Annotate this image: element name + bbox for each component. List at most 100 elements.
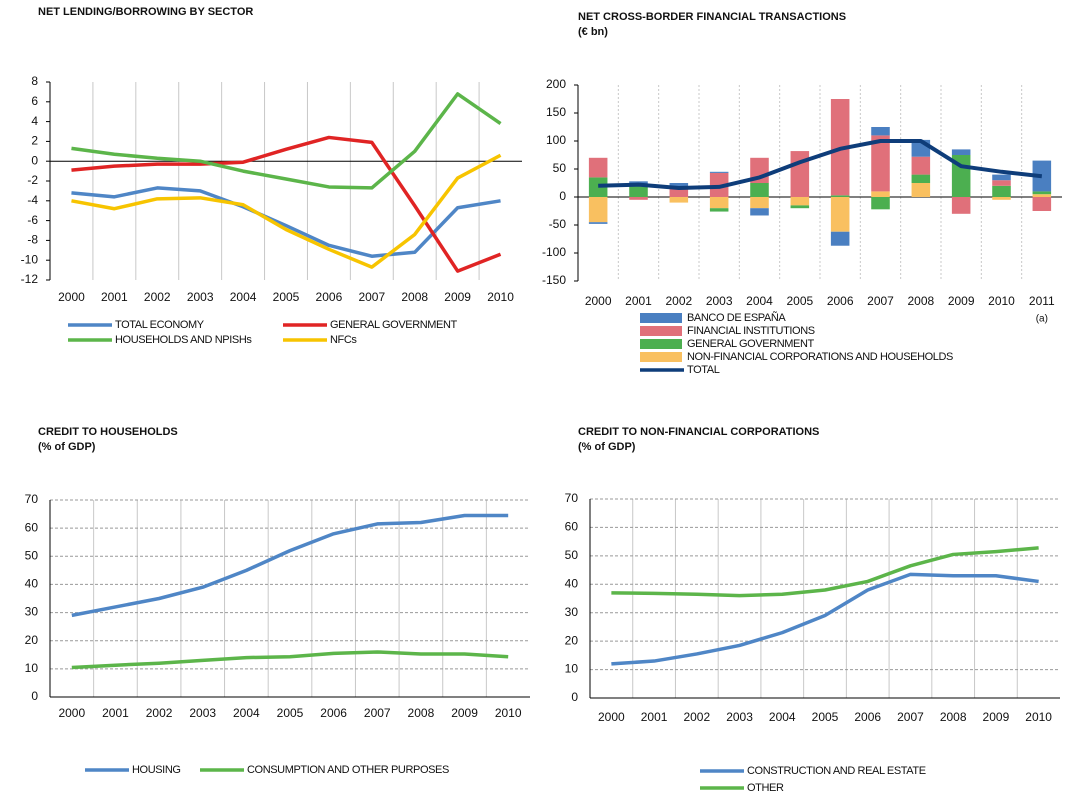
y-tick-label: 200 xyxy=(546,77,566,91)
series-line xyxy=(71,650,509,670)
x-tick-label: 2004 xyxy=(769,710,796,724)
bar-segment xyxy=(1032,191,1052,195)
y-tick-label: -12 xyxy=(21,272,39,286)
series-line xyxy=(611,572,1039,666)
bar-segment xyxy=(1032,194,1052,197)
y-tick-label: -100 xyxy=(542,245,566,259)
x-tick-label: 2008 xyxy=(940,710,967,724)
bar-segment xyxy=(911,183,931,197)
x-tick-label: 2009 xyxy=(444,290,471,304)
y-tick-label: 70 xyxy=(565,491,579,505)
series-line xyxy=(71,186,501,258)
x-tick-label: 2005 xyxy=(273,290,300,304)
x-tick-label: 2010 xyxy=(1025,710,1052,724)
x-tick-label: 2005 xyxy=(277,706,304,720)
x-tick-label: 2000 xyxy=(58,290,85,304)
y-tick-label: 50 xyxy=(565,548,579,562)
bar-segment xyxy=(669,183,689,189)
bar-segment xyxy=(830,195,850,197)
bar-segment xyxy=(588,197,608,223)
legend-label: NFCs xyxy=(330,334,357,346)
x-tick-label: 2005 xyxy=(786,294,813,308)
bar-segment xyxy=(709,197,729,209)
bar-segment xyxy=(951,197,971,214)
bar-segment xyxy=(992,180,1011,186)
legend-swatch xyxy=(640,313,682,323)
x-tick-label: 2009 xyxy=(451,706,478,720)
series-line xyxy=(71,92,502,190)
x-tick-label: 2000 xyxy=(58,706,85,720)
x-tick-label: 2004 xyxy=(230,290,257,304)
y-tick-label: 6 xyxy=(31,94,38,108)
x-tick-label: 2009 xyxy=(983,710,1010,724)
bar-segment xyxy=(830,231,850,246)
x-tick-label: 2007 xyxy=(897,710,924,724)
x-tick-label: 2004 xyxy=(746,294,773,308)
legend-label: TOTAL ECONOMY xyxy=(115,319,205,331)
bar-segment xyxy=(629,197,648,200)
annotation: (a) xyxy=(1036,314,1048,325)
bar-segment xyxy=(709,171,729,173)
y-tick-label: 40 xyxy=(25,577,39,591)
bar-segment xyxy=(588,177,608,197)
x-tick-label: 2005 xyxy=(812,710,839,724)
bar-segment xyxy=(951,149,971,155)
chart-title: CREDIT TO HOUSEHOLDS xyxy=(38,426,178,438)
y-tick-label: 4 xyxy=(31,114,38,128)
y-tick-label: 150 xyxy=(546,105,566,119)
x-tick-label: 2007 xyxy=(364,706,391,720)
x-tick-label: 2001 xyxy=(102,706,129,720)
legend-label: GENERAL GOVERNMENT xyxy=(330,319,458,331)
x-tick-label: 2002 xyxy=(665,294,692,308)
legend-swatch xyxy=(640,352,682,362)
bar-segment xyxy=(1032,197,1052,211)
bar-segment xyxy=(911,174,931,183)
chart-subtitle: (€ bn) xyxy=(578,26,608,38)
x-tick-label: 2001 xyxy=(101,290,128,304)
y-tick-label: -2 xyxy=(27,173,38,187)
y-tick-label: 0 xyxy=(559,189,566,203)
y-tick-label: 60 xyxy=(565,520,579,534)
y-tick-label: 60 xyxy=(25,520,39,534)
y-tick-label: -150 xyxy=(542,273,566,287)
legend-label: OTHER xyxy=(747,782,784,794)
x-tick-label: 2003 xyxy=(189,706,216,720)
x-tick-label: 2011 xyxy=(1029,294,1055,308)
bar-segment xyxy=(750,197,769,209)
y-tick-label: 8 xyxy=(31,74,38,88)
bar-segment xyxy=(911,156,931,175)
y-tick-label: 0 xyxy=(31,153,38,167)
x-tick-label: 2003 xyxy=(706,294,733,308)
bar-segment xyxy=(750,208,769,216)
x-tick-label: 2007 xyxy=(358,290,385,304)
x-tick-label: 2001 xyxy=(625,294,652,308)
bar-segment xyxy=(629,185,648,197)
x-tick-label: 2006 xyxy=(316,290,343,304)
y-tick-label: 50 xyxy=(553,161,567,175)
bar-segment xyxy=(669,197,689,203)
x-tick-label: 2000 xyxy=(598,710,625,724)
x-tick-label: 2002 xyxy=(144,290,171,304)
bar-segment xyxy=(992,185,1011,197)
bar-segment xyxy=(790,197,810,206)
bar-segment xyxy=(830,197,850,232)
x-tick-label: 2001 xyxy=(641,710,668,724)
y-tick-label: 100 xyxy=(546,133,566,147)
x-tick-label: 2003 xyxy=(726,710,753,724)
y-tick-label: 10 xyxy=(25,661,39,675)
y-tick-label: 10 xyxy=(565,662,579,676)
y-tick-label: -10 xyxy=(21,252,39,266)
bar-segment xyxy=(709,208,729,212)
x-tick-label: 2010 xyxy=(495,706,522,720)
y-tick-label: 20 xyxy=(565,633,579,647)
legend-label: NON-FINANCIAL CORPORATIONS AND HOUSEHOLD… xyxy=(687,351,953,363)
series-line xyxy=(71,153,502,269)
y-tick-label: -8 xyxy=(27,233,38,247)
x-tick-label: 2006 xyxy=(827,294,854,308)
chart-title: NET LENDING/BORROWING BY SECTOR xyxy=(38,6,253,18)
legend-label: HOUSING xyxy=(132,764,181,776)
bar-segment xyxy=(790,205,810,209)
x-tick-label: 2003 xyxy=(187,290,214,304)
legend-swatch xyxy=(640,339,682,349)
